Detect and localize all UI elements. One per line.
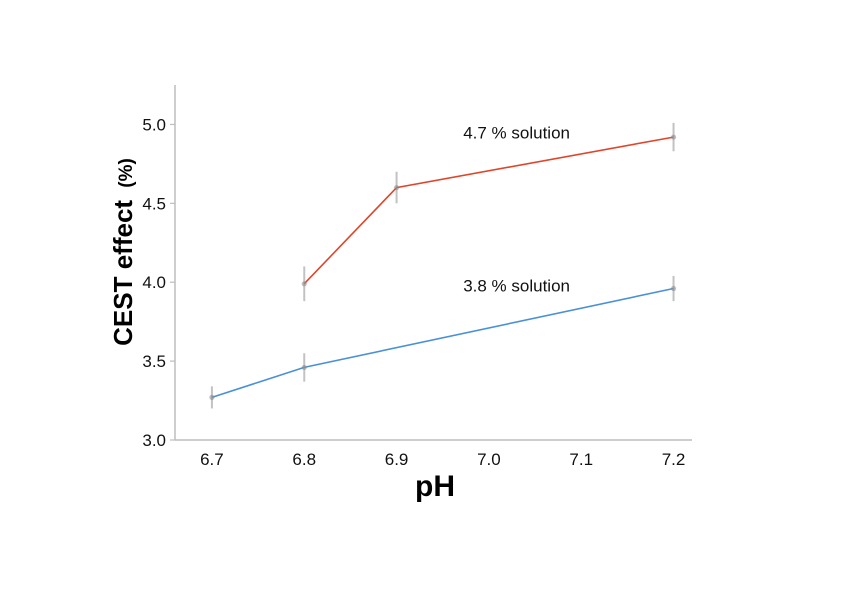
data-point	[301, 364, 307, 371]
x-tick-label: 6.7	[200, 450, 224, 469]
y-tick-label: 4.0	[142, 273, 166, 292]
x-tick-label: 6.8	[292, 450, 316, 469]
y-ticks: 3.0 3.5 4.0 4.5 5.0	[142, 115, 175, 450]
data-point	[670, 134, 677, 140]
x-tick-label: 7.1	[569, 450, 593, 469]
y-tick-label: 5.0	[142, 115, 166, 134]
x-axis-title: pH	[415, 470, 455, 503]
y-axis-title-main: CEST effect	[108, 200, 138, 346]
series-1	[301, 122, 677, 302]
series-group	[209, 122, 677, 409]
data-point	[301, 281, 307, 287]
series-annotation: 4.7 % solution	[463, 123, 570, 142]
annotations: 4.7 % solution 3.8 % solution	[463, 123, 570, 295]
x-tick-label: 7.2	[662, 450, 686, 469]
series-2	[209, 275, 677, 409]
x-ticks: 6.7 6.8 6.9 7.0 7.1 7.2	[200, 450, 685, 469]
y-tick-label: 3.0	[142, 431, 166, 450]
data-point	[670, 285, 677, 292]
x-tick-label: 6.9	[385, 450, 409, 469]
y-tick-label: 3.5	[142, 352, 166, 371]
y-tick-label: 4.5	[142, 194, 166, 213]
series-line	[303, 136, 674, 285]
y-axis-title: CEST effect (%)	[108, 158, 138, 346]
y-axis-title-unit: (%)	[116, 158, 137, 188]
data-point	[209, 394, 215, 400]
data-point	[393, 184, 400, 191]
series-line	[211, 287, 674, 399]
x-tick-label: 7.0	[477, 450, 501, 469]
series-annotation: 3.8 % solution	[463, 276, 570, 295]
axes	[174, 85, 692, 441]
